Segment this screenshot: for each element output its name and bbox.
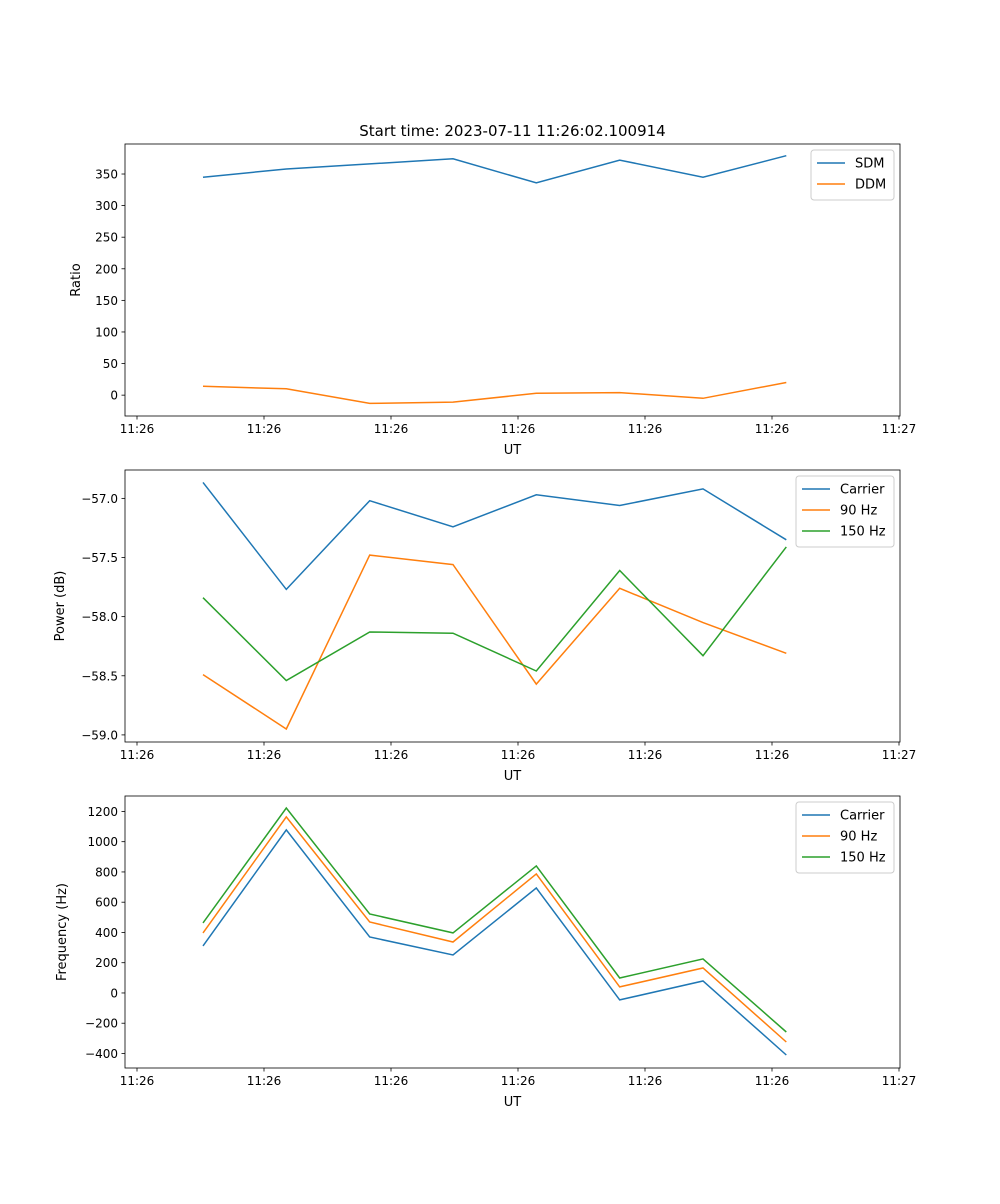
series-line-150-hz xyxy=(202,546,787,682)
y-tick-label: 250 xyxy=(95,231,118,245)
x-axis-label: UT xyxy=(504,443,522,458)
y-tick-label: 300 xyxy=(95,199,118,213)
y-tick-label: 0 xyxy=(110,389,118,403)
x-tick-label: 11:26 xyxy=(374,748,409,762)
subplot-2: 11:26 11:26 11:26 11:26 11:26 11:26 11:27 −59.0… xyxy=(53,469,917,784)
y-tick-label: 800 xyxy=(95,865,118,879)
y-tick-label: 600 xyxy=(95,896,118,910)
x-tick-label: 11:26 xyxy=(628,1074,663,1088)
legend-label: 90 Hz xyxy=(840,504,877,519)
legend: SDM DDM xyxy=(810,149,895,201)
x-tick-label: 11:26 xyxy=(374,1074,409,1088)
y-tick-label: −200 xyxy=(85,1017,118,1031)
x-tick-label: 11:26 xyxy=(374,422,409,436)
y-tick-label: 400 xyxy=(95,926,118,940)
x-tick-label: 11:26 xyxy=(120,422,155,436)
x-tick-label: 11:26 xyxy=(247,748,282,762)
legend-label: Carrier xyxy=(840,809,885,824)
y-tick-label: −59.0 xyxy=(81,728,118,742)
y-axis-label: Power (dB) xyxy=(53,571,68,642)
y-tick-label: −58.0 xyxy=(81,610,118,624)
x-tick-label: 11:27 xyxy=(882,1074,917,1088)
legend-label: Carrier xyxy=(840,483,885,498)
series-line-150-hz xyxy=(202,806,787,1033)
y-tick-label: 200 xyxy=(95,956,118,970)
x-tick-label: 11:26 xyxy=(501,748,536,762)
x-axis-label: UT xyxy=(504,1095,522,1110)
y-tick-label: 100 xyxy=(95,325,118,339)
axes-frame xyxy=(124,143,901,417)
subplot-1: 11:26 11:26 11:26 11:26 11:26 11:26 11:27 0 50 10… xyxy=(69,122,916,458)
series-line-sdm xyxy=(202,154,787,184)
legend-box xyxy=(795,801,895,874)
y-tick-label: 1000 xyxy=(87,835,118,849)
x-tick-label: 11:26 xyxy=(120,748,155,762)
x-tick-label: 11:27 xyxy=(882,422,917,436)
y-axis-label: Ratio xyxy=(69,263,84,296)
axes-frame xyxy=(124,469,901,743)
legend-box xyxy=(795,475,895,548)
x-tick-label: 11:26 xyxy=(628,422,663,436)
x-tick-label: 11:27 xyxy=(882,748,917,762)
chart-title: Start time: 2023-07-11 11:26:02.100914 xyxy=(359,122,665,140)
x-tick-label: 11:26 xyxy=(755,422,790,436)
y-tick-label: −57.5 xyxy=(81,551,118,565)
x-tick-label: 11:26 xyxy=(501,1074,536,1088)
subplot-3: 11:26 11:26 11:26 11:26 11:26 11:26 11:27 −400 −… xyxy=(55,795,917,1110)
series-line-90-hz xyxy=(202,554,787,731)
legend-label: 150 Hz xyxy=(840,525,886,540)
x-axis-label: UT xyxy=(504,769,522,784)
legend-label: SDM xyxy=(855,157,884,172)
legend-label: 90 Hz xyxy=(840,830,877,845)
x-tick-label: 11:26 xyxy=(755,1074,790,1088)
y-tick-label: −58.5 xyxy=(81,669,118,683)
series-line-90-hz xyxy=(202,815,787,1043)
y-tick-label: 200 xyxy=(95,262,118,276)
y-tick-label: 350 xyxy=(95,168,118,182)
y-tick-label: 1200 xyxy=(87,805,118,819)
y-tick-label: −400 xyxy=(85,1047,118,1061)
y-tick-label: 0 xyxy=(110,986,118,1000)
x-tick-label: 11:26 xyxy=(247,1074,282,1088)
series-line-carrier xyxy=(202,481,787,591)
series-line-carrier xyxy=(202,828,787,1056)
x-tick-label: 11:26 xyxy=(755,748,790,762)
legend-label: DDM xyxy=(855,178,886,193)
y-tick-label: 150 xyxy=(95,294,118,308)
axes-frame xyxy=(124,795,901,1069)
legend-label: 150 Hz xyxy=(840,851,886,866)
series-line-ddm xyxy=(202,381,787,405)
x-tick-label: 11:26 xyxy=(247,422,282,436)
x-tick-label: 11:26 xyxy=(501,422,536,436)
y-tick-label: −57.0 xyxy=(81,492,118,506)
x-tick-label: 11:26 xyxy=(120,1074,155,1088)
legend: Carrier 90 Hz 150 Hz xyxy=(795,801,895,874)
legend: Carrier 90 Hz 150 Hz xyxy=(795,475,895,548)
y-tick-label: 50 xyxy=(103,357,118,371)
x-tick-label: 11:26 xyxy=(628,748,663,762)
y-axis-label: Frequency (Hz) xyxy=(55,883,70,981)
